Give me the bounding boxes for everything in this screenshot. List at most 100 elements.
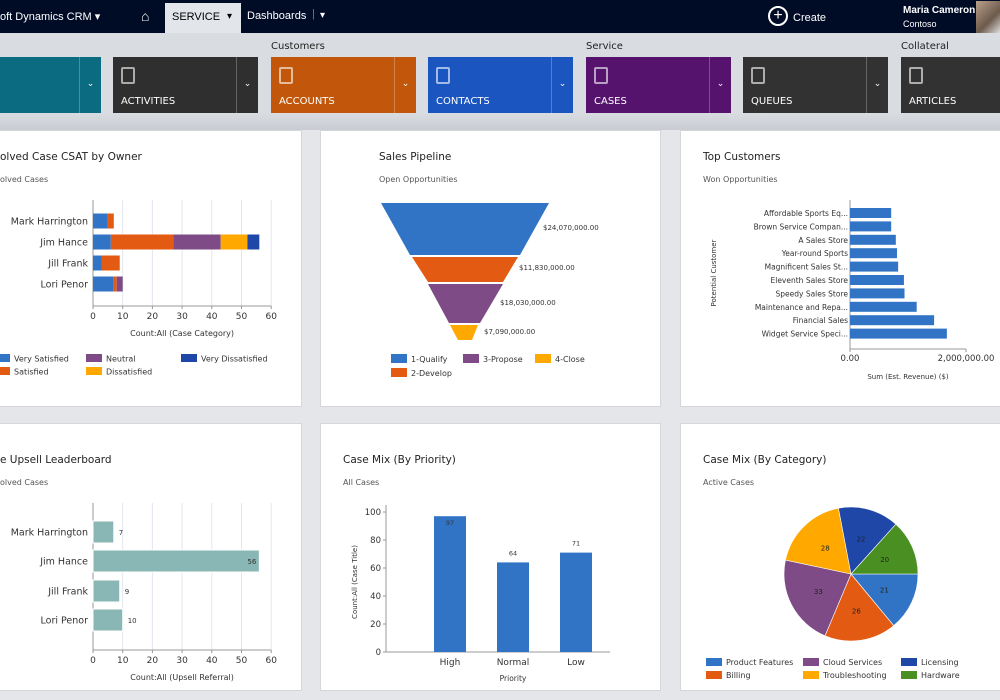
slice-label: 28 [821,545,830,553]
x-tick-label: 0 [90,656,96,666]
nav-tile-articles[interactable]: ARTICLES [901,57,1000,113]
chevron-down-icon[interactable]: ⌄ [236,57,258,113]
y-category-label: Eleventh Sales Store [771,276,849,285]
legend-swatch [901,671,917,679]
app-title: oft Dynamics CRM [0,11,92,23]
legend-label: Licensing [921,658,959,667]
y-category-label: Mark Harrington [11,217,88,228]
bar-segment [110,234,174,250]
nav-tile-queues[interactable]: QUEUES ⌄ [743,57,888,113]
slice-label: 21 [880,587,889,595]
data-label: 56 [247,558,256,566]
chevron-down-icon[interactable]: ⌄ [866,57,888,113]
legend-label: Neutral [106,355,136,364]
x-tick-label: 60 [265,312,277,322]
funnel-value-label: $11,830,000.00 [519,264,575,272]
legend-swatch [181,354,197,362]
bar-segment [93,234,111,250]
chevron-down-icon: ▾ [227,11,233,22]
legend-label: Billing [726,671,751,680]
bar [850,248,897,259]
group-label-customers: Customers [271,41,325,52]
create-button[interactable]: Create [793,12,827,24]
chevron-down-icon[interactable]: ⌄ [394,57,416,113]
legend-label: Cloud Services [823,658,882,667]
x-tick-label: 40 [206,312,218,322]
tile-icon [121,67,135,84]
bar [92,579,121,603]
card-title: e Upsell Leaderboard [0,454,112,466]
y-category-label: Jill Frank [47,259,88,270]
tile-icon [436,67,450,84]
bar-segment [107,213,114,229]
y-tick-label: 0 [376,648,381,658]
nav-tile-oards[interactable]: OARDS⌄ [0,57,101,113]
data-label: 97 [446,519,454,527]
legend-label: Hardware [921,671,960,680]
legend-swatch [391,354,407,363]
chevron-down-icon[interactable]: ⌄ [551,57,573,113]
y-category-label: Magnificent Sales St... [765,263,848,272]
x-axis-title: Priority [500,674,527,683]
bar-segment [93,213,108,229]
nav-tile-cases[interactable]: CASES ⌄ [586,57,731,113]
legend-swatch [86,354,102,362]
card-subtitle: Active Cases [703,478,755,487]
chevron-down-icon[interactable]: ▾ [320,10,326,21]
tile-icon [751,67,765,84]
x-axis-title: Sum (Est. Revenue) ($) [867,373,949,381]
group-label-collateral: Collateral [901,41,949,52]
bar [850,315,935,326]
x-tick-label: 30 [176,656,188,666]
x-category-label: Low [567,658,585,668]
y-category-label: Lori Penor [41,616,89,627]
bar-segment [173,234,221,250]
bar [560,552,592,652]
user-name[interactable]: Maria Cameron [903,5,976,16]
y-category-label: Year-round Sports [781,249,848,258]
bar [434,516,466,652]
bar [850,261,899,272]
avatar[interactable] [976,1,1000,33]
chevron-down-icon[interactable]: ⌄ [79,57,101,113]
divider: | [312,8,315,20]
card-title: olved Case CSAT by Owner [0,151,142,163]
chevron-down-icon[interactable]: ⌄ [709,57,731,113]
legend-swatch [706,671,722,679]
bar [92,549,260,573]
y-tick-label: 80 [370,536,381,546]
tile-label: CONTACTS [436,96,490,107]
app-title-menu[interactable]: oft Dynamics CRM ▾ [0,11,101,23]
tile-label: CASES [594,96,627,107]
legend-label: Satisfied [14,368,49,377]
x-tick-label: 20 [147,656,159,666]
bar [92,608,124,632]
data-label: 10 [128,617,137,625]
slice-label: 33 [814,588,823,596]
create-plus-icon[interactable]: + [768,6,788,26]
dashboard-card [680,130,1000,407]
y-category-label: Jim Hance [39,557,88,568]
area-menu-service[interactable]: SERVICE ▾ [165,3,241,33]
slice-label: 20 [880,556,889,564]
x-tick-label: 50 [236,312,248,322]
bar-segment [116,276,123,292]
bar [850,288,905,299]
x-tick-label: 2,000,000.00 [938,354,995,364]
x-tick-label: 30 [176,312,188,322]
legend-swatch [901,658,917,666]
home-icon[interactable]: ⌂ [141,8,150,24]
dashboard-card [320,423,661,691]
y-category-label: Jill Frank [47,587,88,598]
bar-segment [113,276,117,292]
y-category-label: Speedy Sales Store [775,289,848,298]
card-subtitle: Won Opportunities [703,175,778,184]
nav-tile-accounts[interactable]: ACCOUNTS ⌄ [271,57,416,113]
nav-tile-activities[interactable]: ACTIVITIES ⌄ [113,57,258,113]
bar [850,221,892,232]
dashboards-menu[interactable]: Dashboards [247,10,307,22]
nav-tile-contacts[interactable]: CONTACTS ⌄ [428,57,573,113]
x-tick-label: 10 [117,656,129,666]
legend-swatch [0,367,10,375]
data-label: 64 [509,549,517,557]
